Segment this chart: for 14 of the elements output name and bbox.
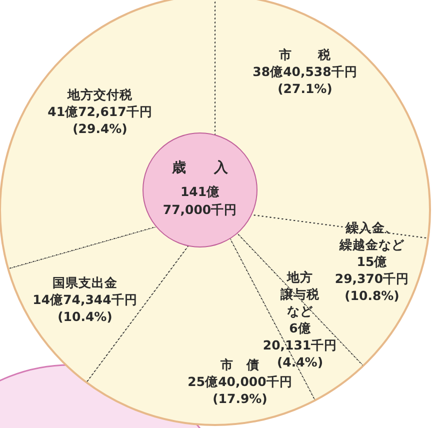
slice-label: 国県支出金	[52, 275, 118, 290]
slice-label: 地方交付税	[66, 87, 134, 102]
data-label: 25億40,000千円 (17.9%)	[188, 374, 292, 406]
data-label: 38億40,538千円 (27.1%)	[252, 64, 358, 96]
slice-label: 市 債	[220, 357, 260, 372]
text: 141億 77,000千円	[162, 184, 238, 217]
data-label: 15億 29,370千円 (10.8%)	[334, 254, 410, 303]
slice-label: 市 税	[278, 47, 332, 62]
slice-label: 地方譲与税など	[280, 270, 320, 318]
text: 歳 入	[171, 160, 229, 176]
data-label: 14億74,344千円 (10.4%)	[32, 292, 138, 324]
data-label: 6億 20,131千円 (4.4%)	[262, 320, 338, 370]
data-label: 41億72,617千円 (29.4%)	[48, 104, 152, 136]
slice-label: 繰入金、繰越金など	[338, 220, 406, 252]
